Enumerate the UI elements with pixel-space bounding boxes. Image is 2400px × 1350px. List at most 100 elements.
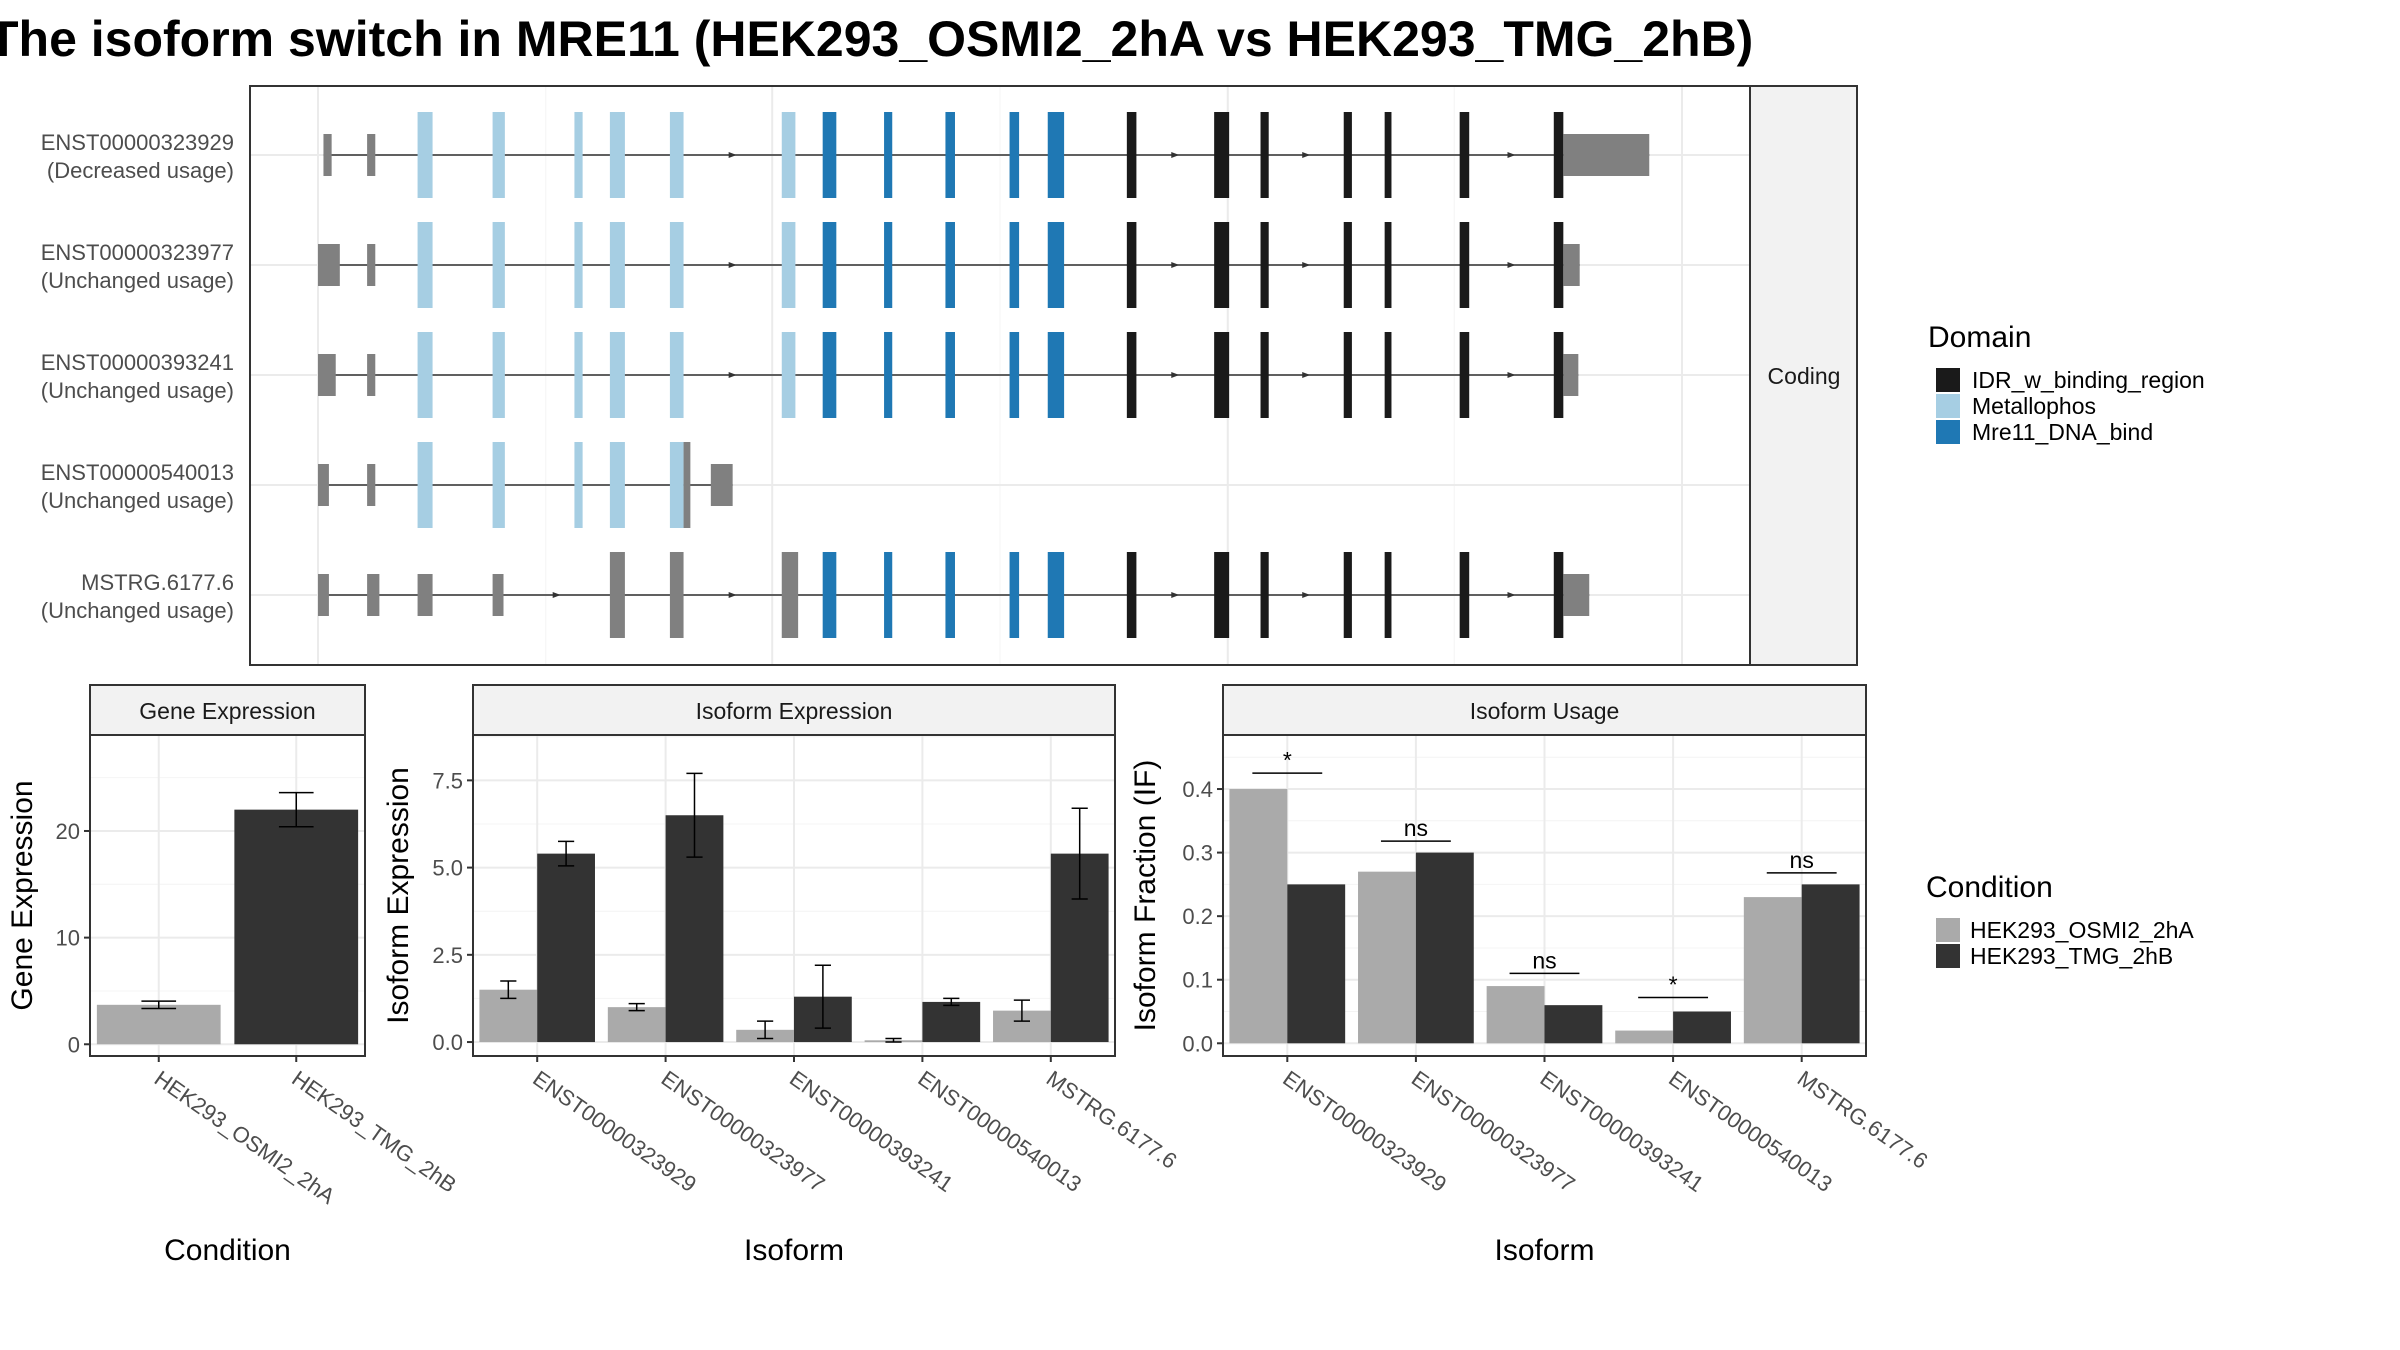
exon-idr-w-binding-region	[1126, 332, 1137, 418]
panel-title-strip	[1222, 684, 1867, 736]
exon-noncoding-exon	[1563, 354, 1579, 396]
bar	[1615, 1030, 1674, 1044]
bar	[234, 809, 359, 1045]
transcript-tracks: ENST00000323929 (Decreased usage) ENST0000…	[41, 112, 1650, 638]
exon-mre11-dna-bind	[1047, 552, 1065, 638]
y-tick-label: 7.5	[432, 768, 463, 793]
exon-idr-w-binding-region	[1214, 112, 1230, 198]
domain-legend-swatch	[1936, 420, 1960, 444]
exon-mre11-dna-bind	[1009, 112, 1020, 198]
x-tick-label: MSTRG.6177.6	[1793, 1066, 1933, 1174]
intron-direction-arrow	[1302, 372, 1311, 378]
exon-idr-w-binding-region	[1459, 332, 1470, 418]
bar	[922, 1001, 981, 1043]
exon-idr-w-binding-region	[1553, 332, 1564, 418]
intron-direction-arrow	[1507, 592, 1516, 598]
exon-idr-w-binding-region	[1343, 222, 1352, 308]
bar	[1544, 1005, 1603, 1044]
exon-idr-w-binding-region	[1214, 552, 1230, 638]
exon-noncoding-exon	[683, 442, 691, 528]
exon-mre11-dna-bind	[884, 332, 893, 418]
transcript-name-label: ENST00000323929	[41, 130, 234, 155]
exon-idr-w-binding-region	[1343, 332, 1352, 418]
exon-mre11-dna-bind	[822, 332, 837, 418]
panel-title: Gene Expression	[139, 698, 315, 724]
exon-idr-w-binding-region	[1459, 222, 1470, 308]
exon-noncoding-exon	[367, 244, 376, 286]
exon-noncoding-exon	[609, 552, 625, 638]
intron-direction-arrow	[1171, 152, 1180, 158]
exon-idr-w-binding-region	[1260, 332, 1269, 418]
exon-idr-w-binding-region	[1384, 112, 1392, 198]
transcript-name-label: ENST00000540013	[41, 460, 234, 485]
exon-metallophos	[417, 222, 433, 308]
exon-mre11-dna-bind	[884, 112, 893, 198]
exon-metallophos	[609, 112, 625, 198]
intron-direction-arrow	[728, 152, 737, 158]
transcript-structure-panel: ENST00000323929 (Decreased usage) ENST0000…	[41, 85, 1858, 666]
significance-label: ns	[1532, 947, 1556, 973]
exon-noncoding-exon	[669, 552, 684, 638]
y-tick-label: 10	[56, 926, 80, 951]
bar	[1801, 884, 1860, 1044]
exon-metallophos	[781, 112, 796, 198]
figure-title: The isoform switch in MRE11 (HEK293_OSMI…	[0, 11, 1753, 67]
exon-mre11-dna-bind	[945, 112, 955, 198]
bar	[607, 1007, 666, 1043]
intron-direction-arrow	[1507, 372, 1516, 378]
exon-metallophos	[781, 332, 796, 418]
domain-legend-label: IDR_w_binding_region	[1972, 367, 2205, 393]
exon-mre11-dna-bind	[822, 112, 837, 198]
exon-noncoding-exon	[710, 464, 733, 506]
y-tick-label: 0.0	[1182, 1031, 1213, 1056]
panel-title-strip	[472, 684, 1116, 736]
bar	[1287, 884, 1346, 1044]
intron-direction-arrow	[1171, 592, 1180, 598]
exon-metallophos	[669, 442, 684, 528]
exon-metallophos	[669, 222, 684, 308]
intron-direction-arrow	[552, 592, 561, 598]
exon-mre11-dna-bind	[822, 222, 837, 308]
facet-strip	[1749, 85, 1858, 666]
exon-idr-w-binding-region	[1214, 332, 1230, 418]
exon-noncoding-exon	[367, 574, 380, 616]
exon-mre11-dna-bind	[1009, 552, 1020, 638]
intron-direction-arrow	[1302, 262, 1311, 268]
exon-metallophos	[417, 442, 433, 528]
exon-idr-w-binding-region	[1260, 112, 1269, 198]
transcript-name-label: MSTRG.6177.6	[81, 570, 234, 595]
exon-mre11-dna-bind	[1009, 332, 1020, 418]
exon-noncoding-exon	[367, 134, 376, 176]
domain-legend-items: IDR_w_binding_regionMetallophosMre11_DNA…	[1936, 367, 2205, 445]
exon-metallophos	[574, 112, 583, 198]
exon-mre11-dna-bind	[1047, 332, 1065, 418]
transcript-name-label: ENST00000393241	[41, 350, 234, 375]
exon-idr-w-binding-region	[1214, 222, 1230, 308]
exon-idr-w-binding-region	[1553, 222, 1564, 308]
intron-direction-arrow	[1507, 262, 1516, 268]
bar	[1229, 789, 1288, 1044]
panel-title-strip	[89, 684, 366, 736]
exon-idr-w-binding-region	[1126, 112, 1137, 198]
exon-metallophos	[492, 112, 505, 198]
exon-metallophos	[609, 222, 625, 308]
condition-legend-swatch	[1936, 944, 1960, 968]
exon-idr-w-binding-region	[1260, 552, 1269, 638]
transcript-usage-label: (Decreased usage)	[47, 158, 234, 183]
domain-legend-swatch	[1936, 368, 1960, 392]
transcript-usage-label: (Unchanged usage)	[41, 378, 234, 403]
significance-label: ns	[1790, 847, 1814, 873]
exon-metallophos	[417, 332, 433, 418]
transcript-track: ENST00000323977 (Unchanged usage)	[41, 222, 1580, 308]
exon-noncoding-exon	[781, 552, 799, 638]
significance-label: ns	[1404, 815, 1428, 841]
significance-label: *	[1283, 747, 1292, 773]
domain-legend-swatch	[1936, 394, 1960, 418]
exon-idr-w-binding-region	[1553, 552, 1564, 638]
bar	[96, 1004, 221, 1045]
bar	[1743, 897, 1802, 1044]
panel-title: Isoform Expression	[696, 698, 893, 724]
exon-idr-w-binding-region	[1343, 552, 1352, 638]
exon-noncoding-exon	[1563, 574, 1590, 616]
